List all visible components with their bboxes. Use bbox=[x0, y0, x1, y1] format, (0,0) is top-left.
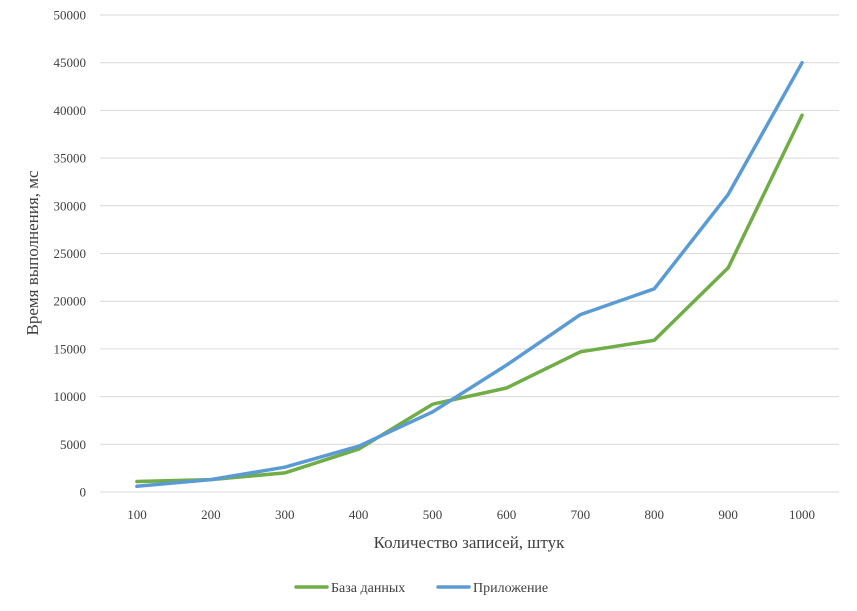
y-tick-label: 20000 bbox=[54, 294, 87, 309]
series-lines bbox=[135, 60, 804, 489]
gridlines bbox=[100, 14, 839, 445]
x-tick-label: 1000 bbox=[789, 507, 815, 522]
series-line-2 bbox=[135, 60, 804, 489]
x-tick-label: 400 bbox=[349, 507, 369, 522]
y-tick-label: 30000 bbox=[54, 198, 87, 213]
x-tick-label: 100 bbox=[127, 507, 147, 522]
y-tick-label: 10000 bbox=[54, 389, 87, 404]
x-tick-label: 700 bbox=[571, 507, 591, 522]
legend: База данных Приложение bbox=[294, 581, 548, 596]
y-axis-title: Время выполнения, мс bbox=[23, 170, 42, 335]
y-tick-label: 45000 bbox=[54, 55, 87, 70]
y-tick-label: 50000 bbox=[54, 8, 87, 23]
x-tick-label: 200 bbox=[201, 507, 221, 522]
axes: 0 5000 10000 15000 20000 25000 30000 35000 40000… bbox=[54, 8, 839, 522]
y-tick-label: 40000 bbox=[54, 103, 87, 118]
y-tick-label: 0 bbox=[80, 485, 87, 500]
y-tick-label: 15000 bbox=[54, 341, 87, 356]
legend-label: Приложение bbox=[473, 581, 548, 596]
y-tick-label: 35000 bbox=[54, 151, 87, 166]
x-tick-label: 800 bbox=[645, 507, 665, 522]
legend-label: База данных bbox=[331, 581, 405, 596]
x-axis-title: Количество записей, штук bbox=[374, 533, 565, 552]
x-tick-label: 500 bbox=[423, 507, 443, 522]
x-tick-label: 600 bbox=[497, 507, 517, 522]
x-tick-label: 300 bbox=[275, 507, 295, 522]
x-tick-label: 900 bbox=[718, 507, 738, 522]
y-tick-label: 25000 bbox=[54, 246, 87, 261]
y-tick-label: 5000 bbox=[60, 437, 86, 452]
series-line-1 bbox=[135, 113, 804, 484]
